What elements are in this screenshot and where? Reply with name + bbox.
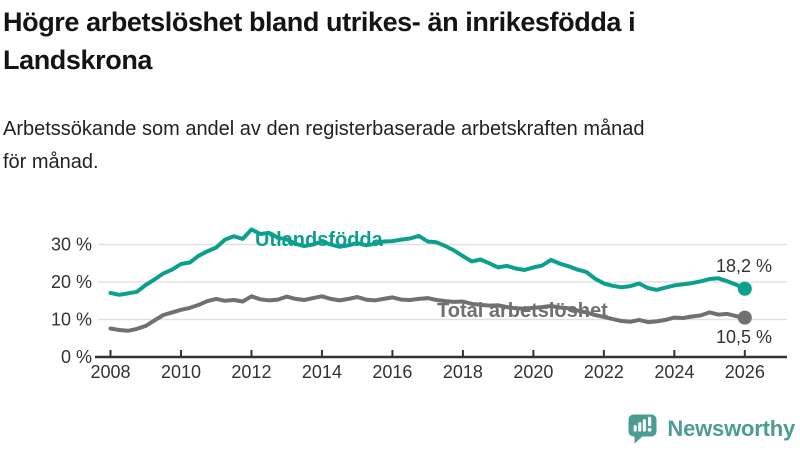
y-tick-label: 20 % bbox=[51, 272, 92, 292]
x-tick-label: 2018 bbox=[443, 362, 483, 382]
x-tick-label: 2010 bbox=[161, 362, 201, 382]
series-line-total bbox=[108, 294, 747, 333]
x-tick-label: 2022 bbox=[584, 362, 624, 382]
chart-title-line-2: Landskrona bbox=[3, 45, 153, 75]
newsworthy-logo: Newsworthy bbox=[626, 412, 795, 445]
x-tick-label: 2014 bbox=[302, 362, 342, 382]
x-tick-label: 2016 bbox=[372, 362, 412, 382]
series-line-utlandsfodda bbox=[108, 227, 747, 297]
end-value-label-utlandsfodda: 18,2 % bbox=[716, 256, 772, 276]
x-tick-label: 2020 bbox=[513, 362, 553, 382]
bar-chart-speech-bubble-icon bbox=[628, 414, 657, 444]
chart-subtitle-line-2: för månad. bbox=[3, 151, 99, 173]
series-end-dot-total bbox=[737, 310, 752, 325]
axis-ticks: 0 % 10 % 20 % 30 % 2008 2010 2012 2014 2016 2018 2… bbox=[51, 235, 765, 383]
chart-subtitle-line-1: Arbetssökande som andel av den registerb… bbox=[3, 118, 645, 140]
y-tick-label: 10 % bbox=[51, 310, 92, 330]
series-end-dot-utlandsfodda bbox=[737, 281, 752, 296]
x-tick-label: 2008 bbox=[90, 362, 130, 382]
brand-name: Newsworthy bbox=[667, 415, 795, 441]
chart-title: Högre arbetslöshet bland utrikes- än inr… bbox=[3, 3, 798, 79]
series-label-total-arbetsloshet: Total arbetslöshet bbox=[437, 300, 608, 322]
y-tick-label: 0 % bbox=[61, 347, 92, 367]
data-series bbox=[108, 227, 752, 333]
end-value-label-total: 10,5 % bbox=[716, 327, 772, 347]
x-tick-label: 2024 bbox=[654, 362, 694, 382]
y-tick-label: 30 % bbox=[51, 235, 92, 255]
x-tick-label: 2012 bbox=[231, 362, 271, 382]
chart-subtitle: Arbetssökande som andel av den registerb… bbox=[3, 113, 798, 179]
x-tick-label: 2026 bbox=[725, 362, 765, 382]
chart-title-line-1: Högre arbetslöshet bland utrikes- än inr… bbox=[3, 7, 636, 37]
series-label-utlandsfodda: Utlandsfödda bbox=[255, 229, 384, 251]
